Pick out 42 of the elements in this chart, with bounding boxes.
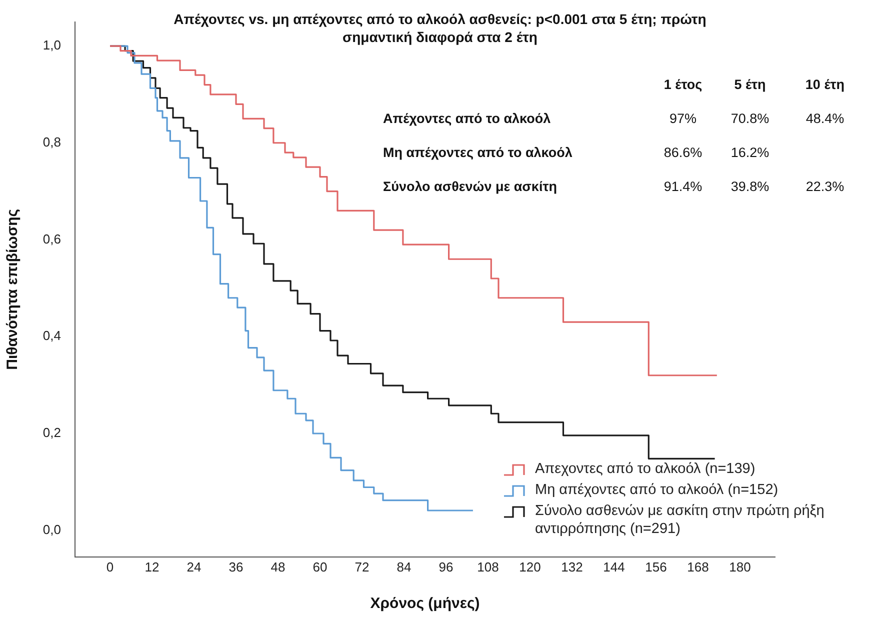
x-tick-label: 120 bbox=[519, 559, 541, 574]
annotation: 97% bbox=[668, 111, 698, 128]
x-tick-label: 36 bbox=[228, 559, 244, 574]
annotation: Μη απέχοντες από το αλκοόλ bbox=[383, 145, 574, 162]
y-tick-label: 1,0 bbox=[42, 38, 61, 53]
y-tick-label: 0,6 bbox=[42, 231, 61, 246]
x-tick-label: 132 bbox=[561, 559, 583, 574]
y-axis-title: Πιθανότητα επιβίωσης bbox=[4, 208, 22, 370]
annotation: 16.2% bbox=[730, 145, 770, 162]
x-axis-title: Χρόνος (μήνες) bbox=[370, 595, 480, 612]
text: 22.3% bbox=[804, 179, 846, 196]
y-tick-label: 0,8 bbox=[42, 134, 61, 150]
x-tick-label: 108 bbox=[477, 559, 499, 574]
x-tick-label: 12 bbox=[144, 559, 160, 574]
x-tick-label: 168 bbox=[687, 559, 709, 574]
x-tick-label: 96 bbox=[438, 559, 454, 574]
text: 10 έτη bbox=[804, 77, 846, 94]
x-tick-label: 60 bbox=[312, 559, 328, 574]
annotation: 86.6% bbox=[662, 145, 704, 162]
x-tick-label: 156 bbox=[645, 559, 667, 574]
x-tick-label: 0 bbox=[106, 559, 114, 574]
x-tick-label: 48 bbox=[270, 559, 286, 574]
text: 48.4% bbox=[804, 111, 846, 128]
x-tick-label: 24 bbox=[186, 559, 202, 574]
x-tick-label: 180 bbox=[729, 559, 751, 574]
annotation: Απέχοντες από το αλκοόλ bbox=[383, 111, 552, 128]
x-tick-label: 72 bbox=[354, 559, 370, 574]
annotation: 1 έτος bbox=[662, 77, 704, 94]
legend-label: Απεχοντες από το αλκοόλ (n=139) bbox=[535, 460, 756, 478]
chart-title: Απέχοντες vs. μη απέχοντες από το αλκοόλ ασθενείς: p<0.001 στα 5 έτη; πρώτη σημαντική διαφορά στα 2 έτη bbox=[172, 10, 708, 46]
legend-label: Σύνολο ασθενών με ασκίτη στην πρώτη ρήξη αντιρρόπησης (n=291) bbox=[535, 502, 826, 538]
y-tick-label: 0,2 bbox=[42, 425, 61, 440]
annotation: Σύνολο ασθενών με ασκίτη bbox=[383, 179, 558, 196]
x-tick-label: 84 bbox=[396, 559, 412, 574]
annotation: 70.8% bbox=[730, 111, 770, 128]
legend-label: Μη απέχοντες από το αλκοόλ (n=152) bbox=[535, 481, 780, 499]
annotation: 5 έτη bbox=[733, 77, 767, 94]
x-tick-label: 144 bbox=[603, 559, 625, 574]
annotation: 91.4% bbox=[662, 179, 704, 196]
annotation: 39.8% bbox=[730, 179, 770, 196]
y-tick-label: 0,4 bbox=[42, 328, 61, 344]
y-tick-label: 0,0 bbox=[42, 522, 61, 537]
